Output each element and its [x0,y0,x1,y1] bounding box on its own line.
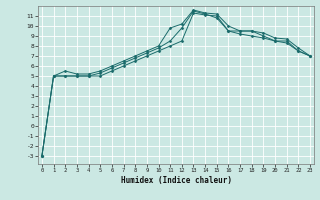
X-axis label: Humidex (Indice chaleur): Humidex (Indice chaleur) [121,176,231,185]
